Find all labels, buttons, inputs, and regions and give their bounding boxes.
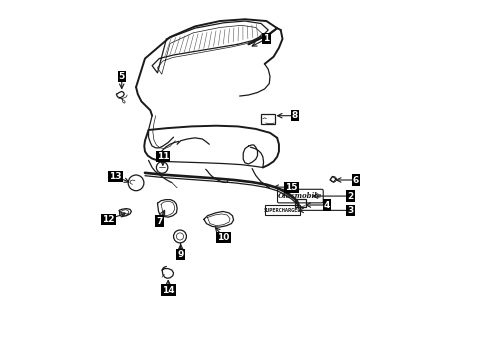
Text: 14: 14 [162,285,174,294]
Text: 4: 4 [324,201,330,210]
Bar [295,199,306,207]
Text: SUPERCHARGED: SUPERCHARGED [264,208,301,213]
Text: 12: 12 [102,215,115,224]
Bar [262,113,275,123]
Text: 15: 15 [285,183,298,192]
Text: 3: 3 [347,206,353,215]
Text: 10: 10 [218,233,230,242]
Text: 9: 9 [177,250,184,259]
Text: 11: 11 [157,152,169,161]
Text: 8: 8 [292,111,298,120]
Text: 1: 1 [263,35,270,44]
Bar [265,205,300,215]
Text: Oldsmobile: Oldsmobile [278,192,322,200]
Text: 5: 5 [119,72,125,81]
Text: 13: 13 [109,172,122,181]
Text: 6: 6 [353,176,359,185]
Text: 7: 7 [156,217,163,226]
Text: 2: 2 [347,192,353,201]
